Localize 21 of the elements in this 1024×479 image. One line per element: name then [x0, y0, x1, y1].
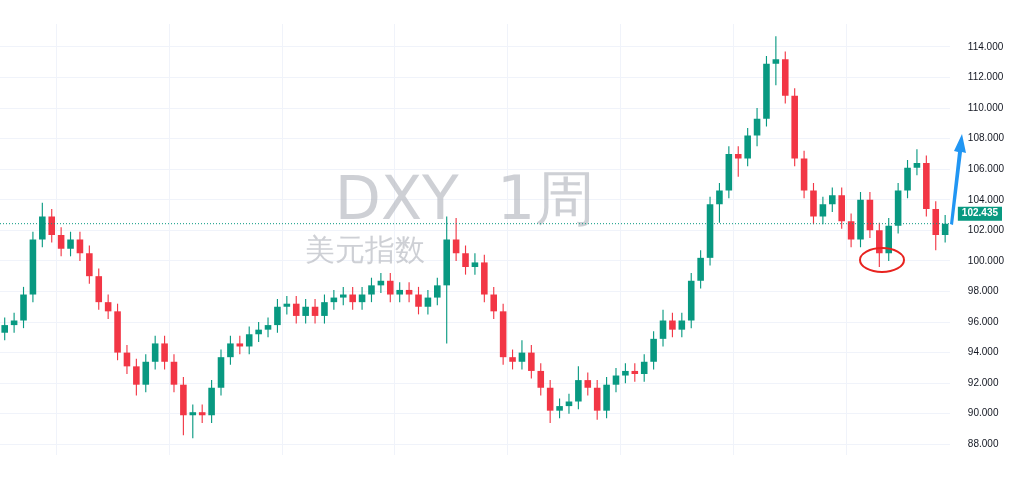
y-tick-label: 98.000	[967, 285, 999, 297]
candlestick	[264, 317, 272, 338]
y-tick-label: 92.000	[967, 376, 999, 388]
candlestick	[612, 367, 620, 393]
candlestick	[753, 108, 761, 147]
y-tick-label: 96.000	[967, 315, 999, 327]
y-tick-label: 106.000	[967, 162, 1005, 174]
candlestick	[913, 149, 921, 176]
y-tick-label: 90.000	[967, 407, 999, 419]
candlestick	[518, 340, 526, 370]
y-tick-label: 110.000	[967, 101, 1004, 113]
y-tick-label: 112.000	[967, 71, 1004, 83]
y-tick-label: 114.000	[967, 40, 1004, 52]
y-tick-label: 104.000	[967, 193, 1005, 205]
y-tick-label: 94.000	[967, 346, 999, 358]
y-tick-label: 102.000	[967, 224, 1005, 236]
y-tick-label: 108.000	[967, 132, 1005, 144]
y-tick-label: 88.000	[967, 438, 999, 450]
y-tick-label: 100.000	[967, 254, 1005, 266]
candlestick	[311, 299, 319, 324]
ref-line-label: 102.435	[961, 207, 999, 219]
